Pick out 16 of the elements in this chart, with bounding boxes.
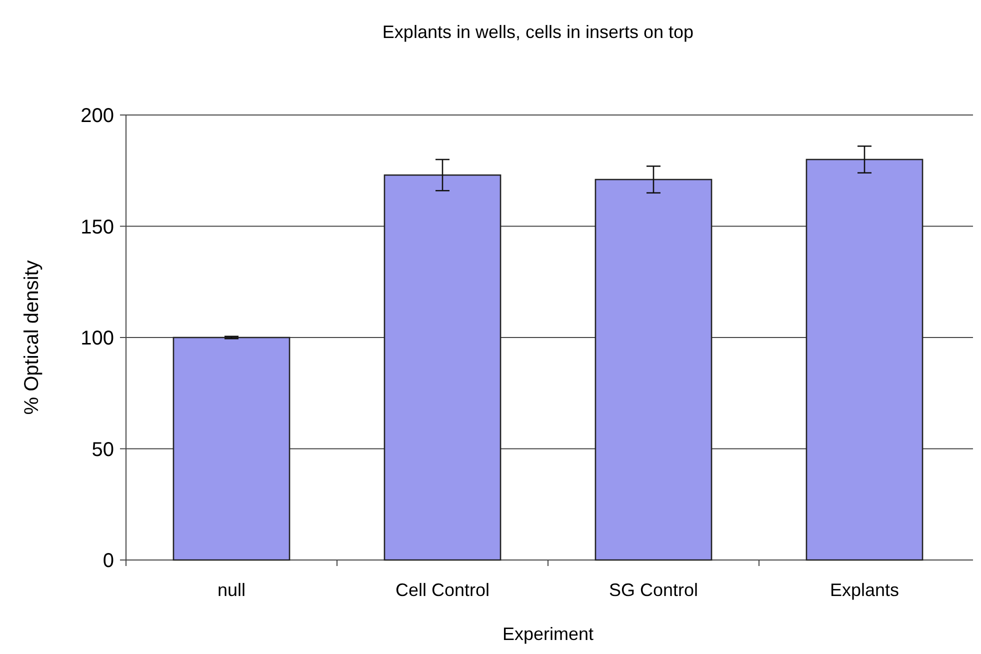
x-tick-label: null bbox=[217, 580, 246, 600]
chart-title: Explants in wells, cells in inserts on top bbox=[382, 22, 694, 42]
x-tick-label: Cell Control bbox=[395, 580, 490, 600]
x-tick-label: Explants bbox=[830, 580, 900, 600]
y-tick-label: 0 bbox=[102, 550, 114, 572]
y-axis-title: % Optical density bbox=[21, 260, 43, 415]
y-tick-label: 100 bbox=[80, 328, 114, 350]
bar bbox=[806, 158, 924, 561]
x-axis-title: Experiment bbox=[502, 624, 594, 644]
bar bbox=[384, 174, 502, 561]
y-tick-label: 150 bbox=[80, 216, 114, 238]
bar bbox=[172, 336, 290, 561]
x-tick-label: SG Control bbox=[608, 580, 698, 600]
y-tick-label: 50 bbox=[92, 438, 114, 461]
bar bbox=[594, 178, 712, 561]
y-tick-label: 200 bbox=[80, 105, 114, 127]
